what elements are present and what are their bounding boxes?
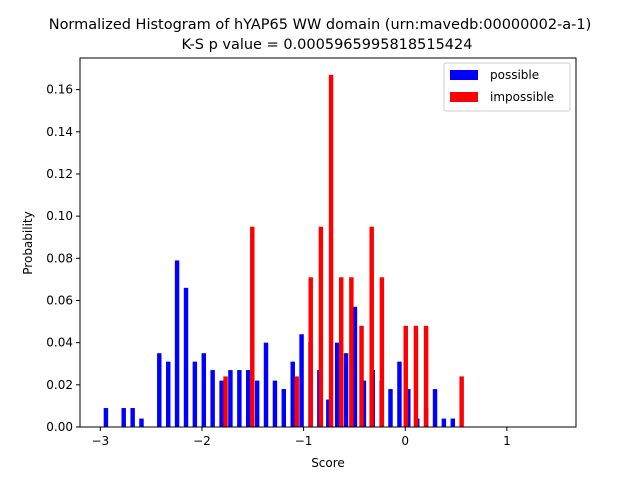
bar-possible (245, 370, 251, 427)
bar-possible (388, 389, 393, 427)
bar-possible (174, 260, 180, 427)
bar-possible (228, 370, 233, 427)
bar-possible (352, 306, 358, 427)
bar-impossible (223, 376, 228, 427)
bar-possible (272, 380, 278, 427)
bar-impossible (308, 277, 313, 427)
x-tick-label: −1 (295, 434, 313, 448)
x-tick-label: 1 (503, 434, 511, 448)
x-axis-ticks: −3 −2 −1 0 1 (91, 427, 511, 448)
bar-impossible (294, 376, 299, 427)
bar-possible (299, 334, 304, 427)
bar-possible (281, 389, 287, 427)
x-tick-label: −2 (193, 434, 211, 448)
bar-impossible (318, 226, 324, 427)
bar-possible (254, 380, 260, 427)
chart-subtitle: K-S p value = 0.0005965995818515424 (182, 37, 473, 53)
bar-impossible (369, 226, 374, 427)
y-tick-label: 0.14 (46, 125, 73, 139)
bars-group (103, 74, 464, 428)
bar-possible (157, 353, 162, 427)
y-axis-label: Probability (21, 211, 35, 274)
x-tick-label: 0 (401, 434, 409, 448)
bar-possible (326, 399, 331, 427)
bar-possible (183, 287, 189, 427)
bar-possible (290, 361, 295, 427)
bar-possible (450, 418, 456, 427)
bar-possible (210, 370, 215, 427)
bar-impossible (413, 325, 419, 427)
bar-impossible (359, 325, 364, 427)
y-tick-label: 0.04 (46, 336, 73, 350)
legend-label-impossible: impossible (490, 90, 554, 104)
legend-swatch-impossible (450, 92, 478, 102)
bar-possible (361, 380, 367, 427)
bar-possible (130, 408, 135, 427)
x-tick-label: −3 (91, 434, 109, 448)
x-axis-label: Score (311, 456, 345, 470)
legend-swatch-possible (450, 70, 478, 80)
legend: possible impossible (443, 62, 571, 112)
bar-possible (334, 342, 340, 427)
y-axis-ticks: 0.00 0.02 0.04 0.06 0.08 0.10 0.12 0.14 0.16 (46, 83, 80, 434)
bar-possible (201, 353, 207, 427)
bar-possible (166, 361, 171, 427)
y-tick-label: 0.10 (46, 209, 73, 223)
y-tick-label: 0.02 (46, 378, 73, 392)
bar-impossible (250, 226, 255, 427)
bar-impossible (423, 325, 429, 427)
bar-possible (432, 389, 438, 427)
bar-possible (343, 353, 349, 427)
y-tick-label: 0.08 (46, 251, 73, 265)
y-tick-label: 0.16 (46, 83, 73, 97)
legend-label-possible: possible (490, 68, 539, 82)
y-tick-label: 0.12 (46, 167, 73, 181)
bar-possible (121, 408, 126, 427)
plot-frame (79, 57, 577, 428)
bar-possible (397, 361, 402, 427)
bar-impossible (349, 277, 354, 427)
y-tick-label: 0.06 (46, 293, 73, 307)
bar-possible (406, 389, 411, 427)
bar-impossible (379, 277, 385, 427)
bar-impossible (338, 277, 344, 427)
bar-possible (103, 408, 109, 427)
y-tick-label: 0.00 (46, 420, 73, 434)
bar-possible (139, 418, 144, 427)
bar-possible (237, 370, 242, 427)
bar-impossible (328, 74, 334, 428)
bar-possible (263, 342, 269, 427)
bar-possible (219, 380, 224, 427)
bar-impossible (403, 325, 408, 427)
bar-possible (441, 418, 447, 427)
chart-title: Normalized Histogram of hYAP65 WW domain… (49, 17, 592, 33)
bar-impossible (459, 376, 464, 427)
bar-possible (192, 361, 198, 427)
